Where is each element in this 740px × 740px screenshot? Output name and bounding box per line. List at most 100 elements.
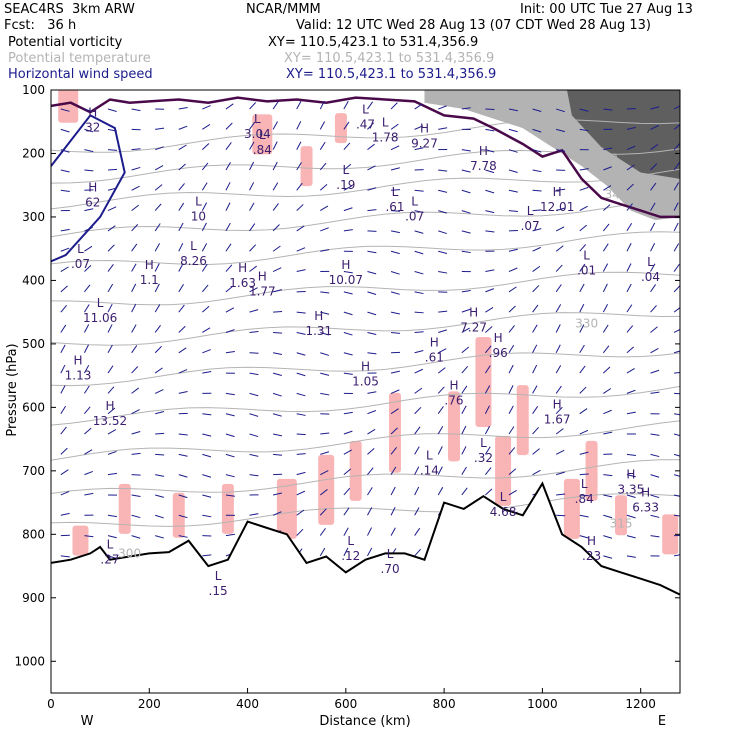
wind-vector: [178, 106, 188, 110]
hl-mark: H: [420, 122, 429, 136]
wind-vector: [438, 271, 448, 274]
hl-marker: L1.78: [372, 115, 399, 144]
wind-vector: [555, 245, 564, 252]
wind-vector: [202, 554, 212, 557]
hl-value: 32: [85, 121, 100, 135]
wind-vector: [83, 324, 90, 333]
wind-vector: [202, 123, 211, 130]
wind-vector: [484, 425, 491, 435]
wind-vector: [178, 304, 185, 313]
wind-vector: [296, 392, 306, 397]
x-axis-label: Distance (km): [319, 714, 410, 729]
wind-vector: [107, 514, 117, 518]
wind-vector: [437, 425, 444, 435]
wind-vector: [319, 100, 325, 110]
x-tick-label: 400: [236, 697, 259, 711]
wind-vector: [131, 166, 141, 171]
hl-value: 1.77: [249, 284, 276, 298]
hl-mark: L: [215, 569, 222, 583]
wind-vector: [367, 331, 377, 335]
wind-vector: [414, 125, 424, 130]
wind-vector: [579, 128, 589, 132]
wind-vector: [414, 426, 421, 435]
wind-vector: [225, 533, 235, 537]
tropopause-line: [51, 96, 680, 219]
wind-vector: [674, 413, 680, 416]
wind-vector: [272, 101, 279, 110]
wind-vector: [673, 182, 680, 191]
wind-vector: [202, 143, 210, 151]
wind-vector: [343, 449, 352, 455]
wind-vector: [603, 409, 612, 415]
hl-marker: H9.27: [411, 122, 438, 151]
wind-vector: [320, 352, 330, 356]
wind-vector: [367, 507, 373, 516]
hl-marker: H32: [85, 106, 100, 135]
wind-vector: [367, 143, 375, 151]
hl-marker: H1.05: [352, 360, 379, 389]
wind-vector: [602, 283, 608, 293]
hl-mark: H: [258, 269, 267, 283]
hl-value: .84: [575, 492, 594, 506]
wind-vector: [673, 474, 680, 477]
wind-vector: [343, 271, 353, 274]
wind-vector: [414, 466, 420, 475]
wind-vector: [626, 183, 634, 191]
wind-vector: [296, 509, 305, 516]
wind-vector: [555, 264, 563, 272]
wind-vector: [437, 348, 447, 354]
wind-vector: [650, 433, 660, 436]
wind-vector: [202, 474, 212, 478]
wind-vector: [107, 168, 118, 171]
wind-vector: [178, 263, 184, 272]
wind-vector: [390, 230, 400, 234]
wind-vector: [650, 163, 658, 171]
y-tick-label: 300: [22, 210, 45, 224]
hl-marker: L.07: [521, 204, 540, 233]
wind-vector: [650, 125, 659, 130]
wind-vector: [579, 205, 588, 212]
wind-vector: [60, 266, 69, 272]
wind-vector: [414, 387, 423, 394]
wind-vector: [673, 453, 680, 457]
wind-vector: [650, 535, 660, 538]
wind-vector: [391, 189, 401, 191]
hl-value: .96: [489, 346, 508, 360]
wind-vector: [249, 182, 255, 191]
wind-vector: [154, 203, 162, 211]
wind-vector: [84, 535, 94, 538]
wind-vector: [107, 108, 117, 112]
wind-vector: [225, 142, 232, 150]
wind-vector: [107, 407, 116, 415]
wind-vector: [319, 489, 328, 496]
wind-vector: [272, 372, 282, 376]
wind-vector: [154, 263, 160, 272]
wind-vector: [461, 149, 471, 152]
wind-vector: [84, 149, 94, 153]
wind-vector: [461, 446, 467, 455]
wind-vector: [461, 290, 471, 293]
wind-vector: [414, 311, 424, 314]
wind-vector: [107, 450, 117, 455]
wind-vector: [202, 494, 212, 498]
wind-vector: [343, 411, 353, 415]
wind-vector: [273, 453, 283, 456]
hl-mark: L: [527, 204, 534, 218]
wind-vector: [673, 350, 680, 354]
wind-vector: [508, 364, 514, 374]
hl-value: 7.27: [460, 321, 487, 335]
wind-vector: [485, 269, 495, 273]
wind-vector: [626, 145, 636, 151]
wind-vector: [343, 142, 351, 150]
wind-vector: [603, 185, 612, 191]
wind-vector: [178, 222, 184, 232]
wind-vector: [155, 494, 164, 498]
wind-vector: [131, 514, 141, 519]
wind-vector: [673, 222, 679, 232]
wind-vector: [178, 433, 188, 436]
wind-vector: [390, 427, 398, 435]
wind-vector: [60, 364, 66, 374]
wind-vector: [60, 469, 69, 476]
wind-vector: [414, 446, 420, 455]
theta-contour-label: 315: [610, 517, 633, 531]
